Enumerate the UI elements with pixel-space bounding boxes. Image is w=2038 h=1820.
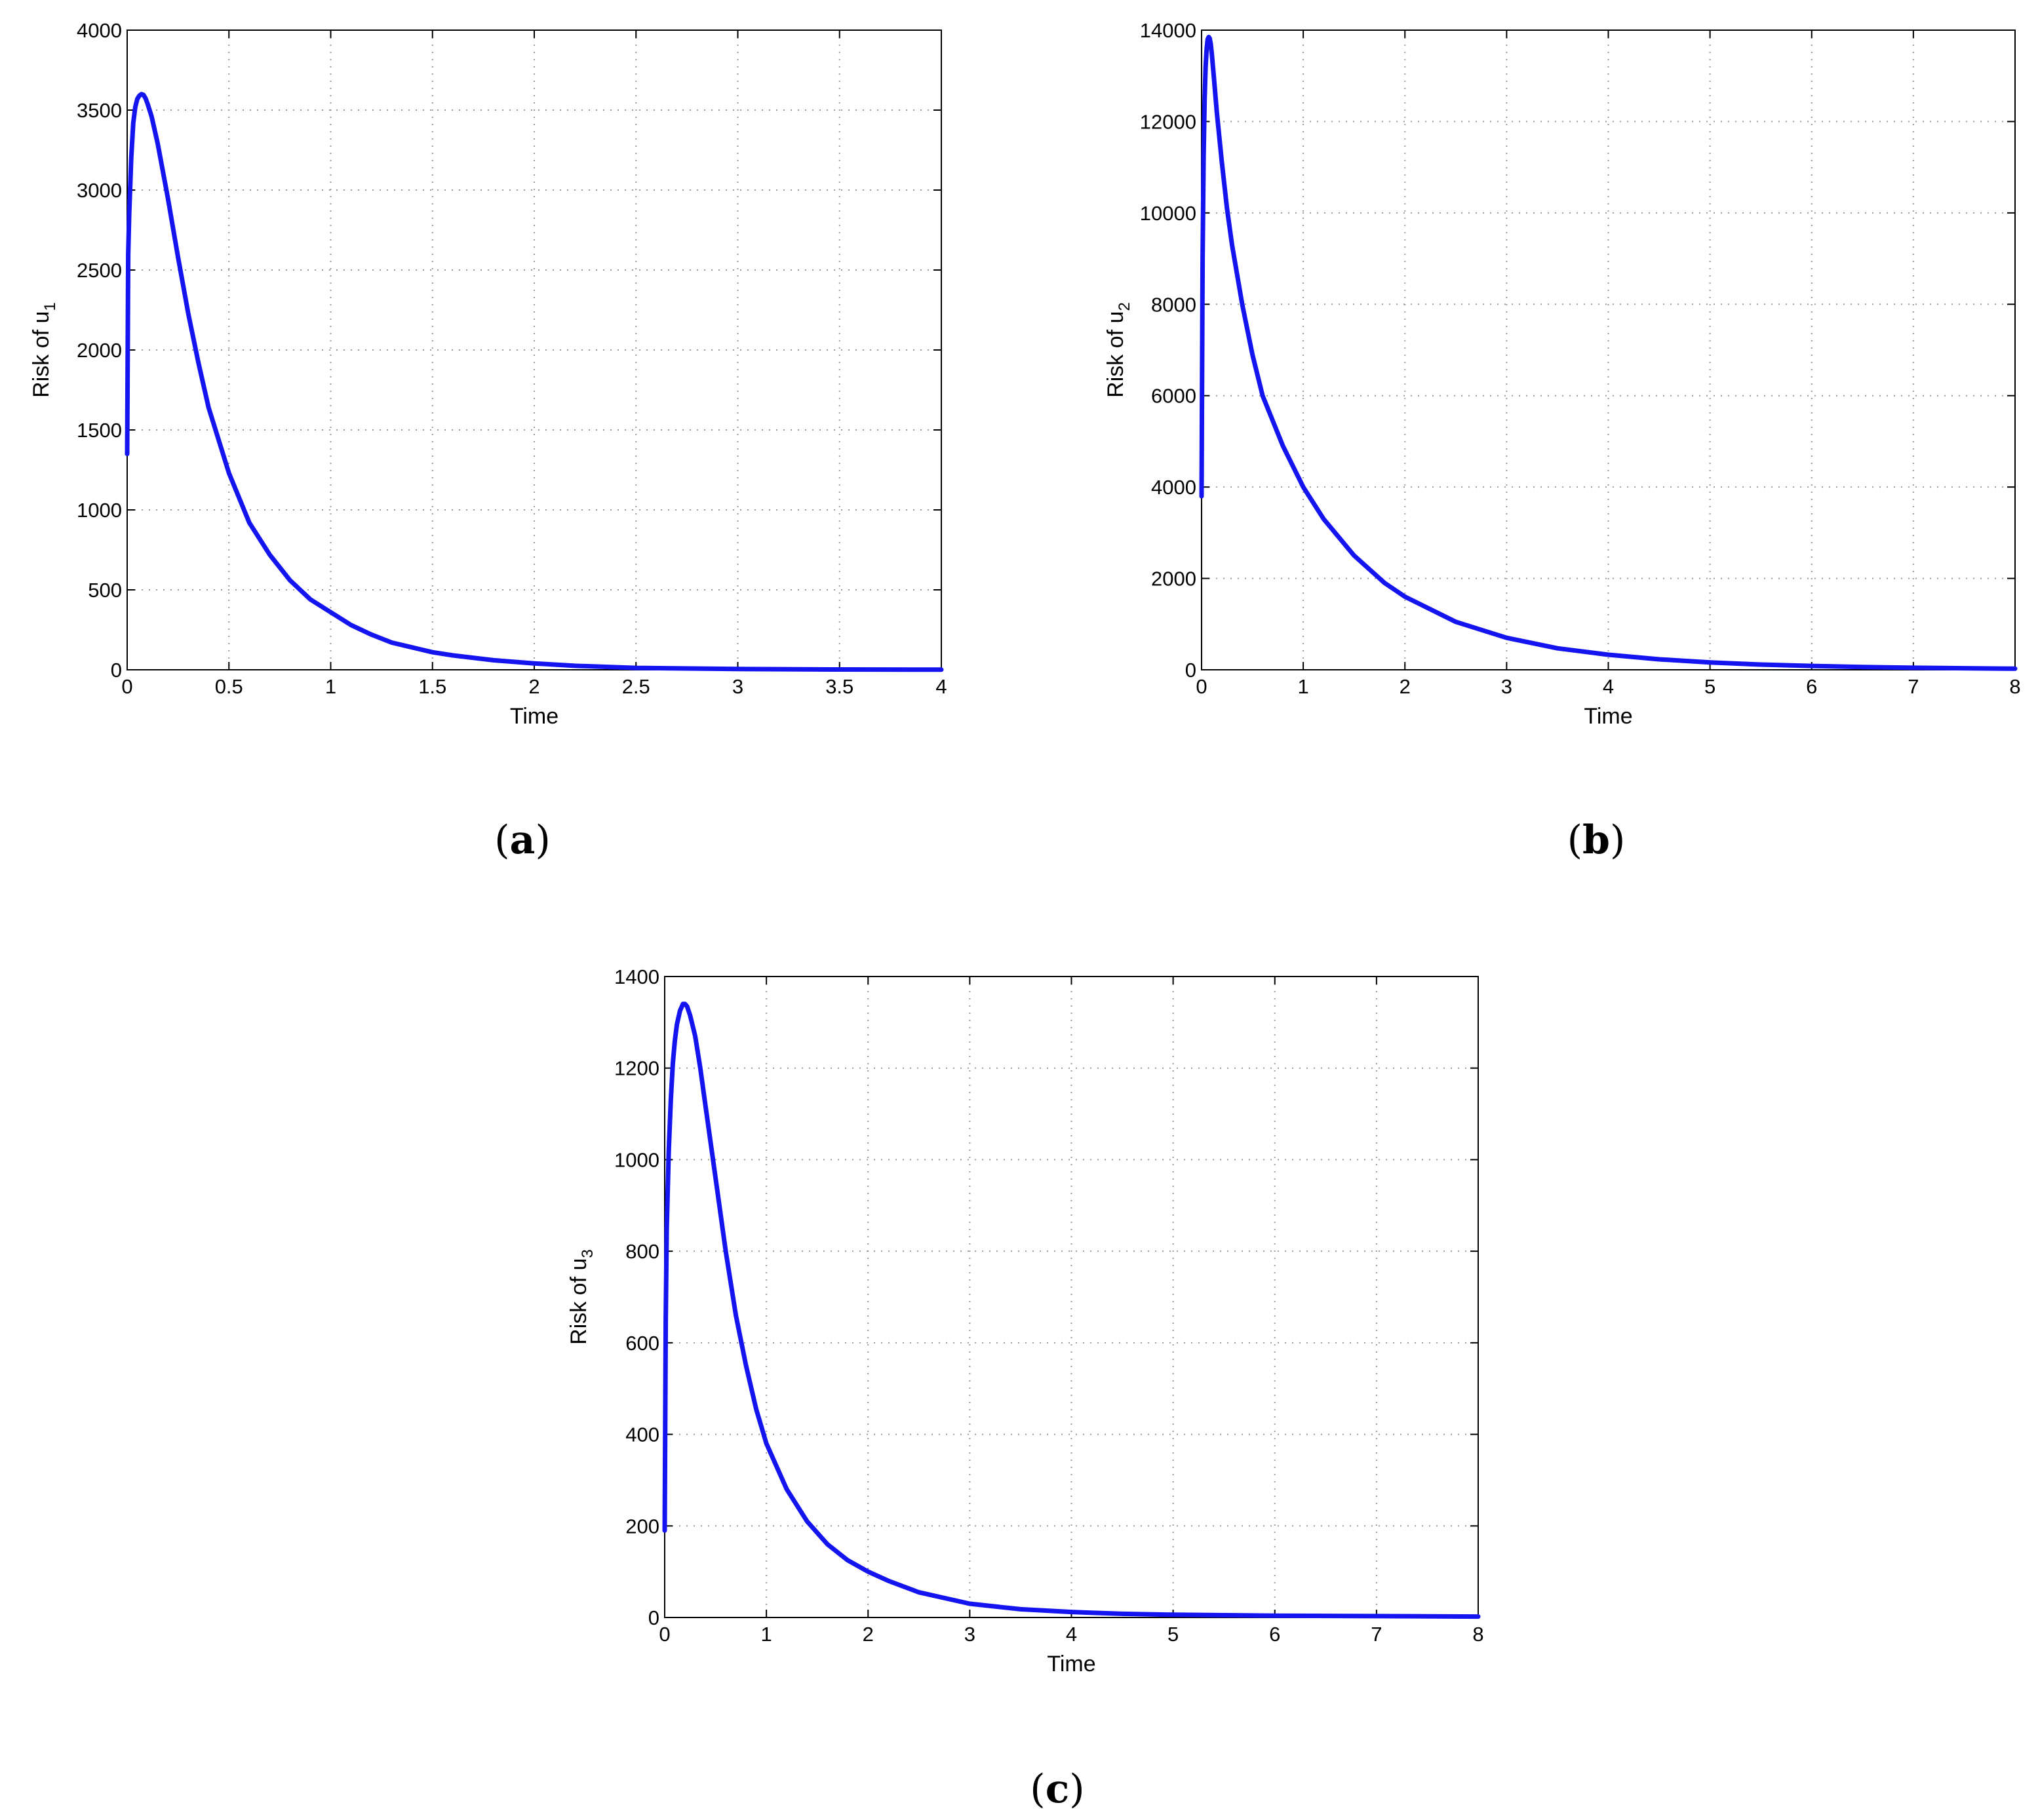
panel-label-c: (c) — [1030, 1766, 1084, 1812]
x-tick-label: 2 — [1400, 675, 1411, 698]
y-tick-label: 6000 — [1151, 385, 1196, 408]
y-axis-label: Risk of u3 — [566, 1249, 597, 1345]
y-tick-label: 1000 — [614, 1148, 659, 1171]
y-tick-label: 1500 — [77, 419, 122, 442]
y-tick-label: 10000 — [1140, 202, 1196, 225]
panel-label-b: (b) — [1567, 817, 1626, 863]
x-tick-label: 5 — [1704, 675, 1715, 698]
chart-panel-a: 0 0.5 1 1.5 2 2.5 3 3.5 4 0 500 1000 1500 2000 2500 300… — [29, 19, 947, 729]
y-tick-label: 4000 — [77, 19, 122, 42]
series-line — [662, 1001, 1481, 1619]
x-tick-label: 0.5 — [215, 675, 243, 698]
x-tick-label: 2 — [528, 675, 539, 698]
y-tick-label: 8000 — [1151, 293, 1196, 316]
y-tick-label: 500 — [88, 579, 122, 602]
x-tick-label: 1 — [1298, 675, 1309, 698]
x-tick-label: 0 — [659, 1623, 670, 1646]
chart-panel-c: 0 1 2 3 4 5 6 7 8 0 200 400 600 800 1000 1200 1400 Time Ri… — [566, 965, 1484, 1676]
y-tick-label: 0 — [1185, 659, 1196, 682]
x-tick-label: 3 — [732, 675, 743, 698]
x-tick-label: 1 — [325, 675, 336, 698]
x-tick-label: 2.5 — [622, 675, 650, 698]
y-axis-label: Risk of u1 — [29, 302, 59, 398]
y-tick-label: 800 — [625, 1240, 659, 1263]
y-tick-label: 12000 — [1140, 110, 1196, 133]
y-tick-label: 600 — [625, 1332, 659, 1355]
y-tick-label: 1000 — [77, 499, 122, 522]
y-tick-label: 400 — [625, 1423, 659, 1446]
x-tick-label: 8 — [1472, 1623, 1483, 1646]
plot-frame — [127, 29, 942, 670]
x-tick-label: 8 — [2009, 675, 2020, 698]
x-tick-label: 3.5 — [825, 675, 853, 698]
x-tick-label: 4 — [1603, 675, 1614, 698]
plot-frame — [1201, 29, 2016, 670]
y-tick-label: 14000 — [1140, 19, 1196, 42]
y-tick-label: 200 — [625, 1515, 659, 1538]
x-tick-label: 4 — [1066, 1623, 1077, 1646]
y-tick-label: 1200 — [614, 1057, 659, 1080]
y-tick-label: 3000 — [77, 179, 122, 202]
y-axis-label: Risk of u2 — [1103, 302, 1133, 398]
x-axis-label: Time — [1584, 704, 1632, 729]
y-tick-label: 4000 — [1151, 476, 1196, 499]
x-tick-label: 3 — [964, 1623, 975, 1646]
x-tick-label: 1.5 — [418, 675, 446, 698]
x-tick-label: 6 — [1269, 1623, 1280, 1646]
x-axis-label: Time — [510, 704, 558, 729]
x-tick-label: 2 — [863, 1623, 874, 1646]
y-tick-label: 2000 — [77, 339, 122, 362]
x-tick-label: 0 — [1196, 675, 1207, 698]
y-tick-label: 2000 — [1151, 568, 1196, 591]
x-tick-label: 7 — [1371, 1623, 1382, 1646]
series-line — [1199, 35, 2018, 671]
x-tick-label: 4 — [935, 675, 947, 698]
x-tick-label: 6 — [1806, 675, 1817, 698]
x-tick-label: 7 — [1908, 675, 1919, 698]
x-tick-label: 3 — [1501, 675, 1512, 698]
x-axis-label: Time — [1047, 1652, 1095, 1676]
plot-frame — [664, 976, 1479, 1618]
y-tick-label: 0 — [648, 1606, 659, 1629]
x-tick-label: 1 — [761, 1623, 772, 1646]
y-tick-label: 3500 — [77, 99, 122, 122]
panel-label-a: (a) — [494, 817, 551, 863]
x-tick-label: 0 — [121, 675, 132, 698]
y-tick-label: 2500 — [77, 259, 122, 282]
chart-panel-b: 0 1 2 3 4 5 6 7 8 0 2000 4000 6000 8000 10000 12000 1400… — [1103, 19, 2021, 729]
x-tick-label: 5 — [1167, 1623, 1179, 1646]
series-line — [125, 92, 944, 672]
y-tick-label: 1400 — [614, 965, 659, 988]
y-tick-label: 0 — [111, 659, 122, 682]
